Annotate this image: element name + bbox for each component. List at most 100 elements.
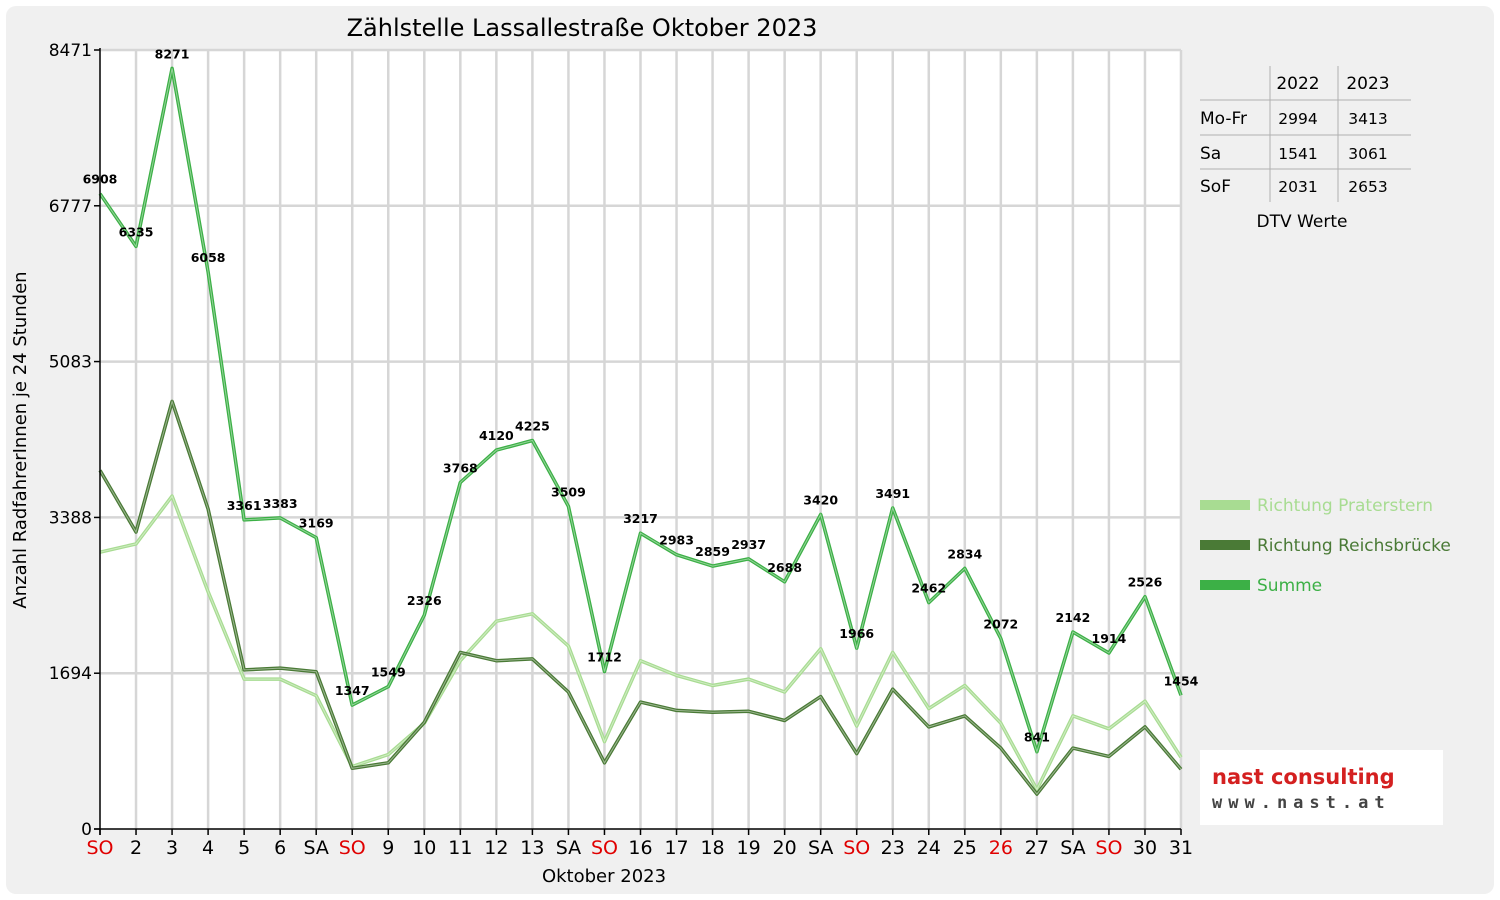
x-tick-label: 9 [382, 837, 394, 859]
y-axis-title: Anzahl RadfahrerInnen je 24 Stunden [10, 271, 31, 608]
data-label: 6335 [119, 224, 154, 239]
x-tick-label: 10 [412, 837, 436, 859]
x-tick-label: SA [556, 837, 581, 859]
data-label: 2983 [659, 533, 694, 548]
legend-label: Richtung Reichsbrücke [1257, 536, 1451, 556]
x-axis-title: Oktober 2023 [542, 866, 666, 887]
x-tick-label: 16 [628, 837, 652, 859]
legend-label: Richtung Praterstern [1257, 496, 1433, 516]
legend-label: Summe [1257, 576, 1322, 596]
data-label: 2526 [1128, 575, 1163, 590]
x-tick-label: 23 [881, 837, 905, 859]
x-tick-label: SO [1095, 837, 1122, 859]
y-tick-label: 0 [81, 820, 92, 840]
x-tick-labels: SO 2 3 4 5 6 SA SO 9 10 11 12 13 SA SO 16 17 18 19 20 SA SO 23… [86, 837, 1193, 859]
data-label: 3768 [443, 460, 478, 475]
dtv-value: 1541 [1278, 145, 1317, 163]
x-tick-label: 6 [274, 837, 286, 859]
y-tick-label: 5083 [49, 353, 92, 373]
x-tick-label: 18 [700, 837, 724, 859]
dtv-row-label: Sa [1200, 144, 1221, 164]
chart-title: Zählstelle Lassallestraße Oktober 2023 [347, 14, 818, 42]
dtv-table: 2022 2023 Mo-Fr 2994 3413 Sa 1541 3061 S… [1200, 66, 1411, 232]
data-label: 8271 [155, 46, 190, 61]
legend-swatch [1200, 580, 1250, 590]
dtv-header-2022: 2022 [1276, 74, 1319, 94]
dtv-value: 2031 [1278, 178, 1317, 196]
data-label: 1347 [335, 683, 370, 698]
x-tick-label: 20 [773, 837, 797, 859]
data-label: 1712 [587, 650, 622, 665]
data-label: 6908 [83, 172, 118, 187]
x-tick-label: 26 [989, 837, 1013, 859]
grid [100, 48, 1183, 829]
data-label: 1549 [371, 665, 406, 680]
series-line-highlight-0 [99, 495, 1182, 791]
data-label: 3383 [263, 496, 298, 511]
x-tick-label: 27 [1025, 837, 1049, 859]
x-tick-label: SA [1060, 837, 1085, 859]
data-label: 2859 [695, 544, 730, 559]
x-tick-label: SO [86, 837, 113, 859]
dtv-value: 2653 [1348, 178, 1387, 196]
x-tick-label: SO [339, 837, 366, 859]
data-label: 4225 [515, 418, 550, 433]
series-line-highlight-1 [99, 399, 1182, 795]
series-line-2 [98, 66, 1183, 754]
x-tick-label: 25 [953, 837, 977, 859]
data-label: 2072 [983, 616, 1018, 631]
x-tick-label: 2 [130, 837, 142, 859]
data-label: 1914 [1092, 631, 1127, 646]
x-tick-label: 24 [917, 837, 941, 859]
dtv-value: 2994 [1278, 110, 1317, 128]
dtv-value: 3061 [1348, 145, 1387, 163]
data-label: 2834 [947, 546, 982, 561]
x-tick-label: 3 [166, 837, 178, 859]
logo-brand: nast consulting [1212, 765, 1395, 789]
data-label: 6058 [191, 250, 226, 265]
series-lines [98, 66, 1183, 796]
data-label: 3509 [551, 484, 586, 499]
x-tick-label: 19 [737, 837, 761, 859]
x-tick-label: 5 [238, 837, 250, 859]
data-label: 1454 [1164, 673, 1199, 688]
data-label: 3420 [803, 492, 838, 507]
legend-swatch [1200, 500, 1250, 510]
logo-url: www.nast.at [1212, 793, 1391, 813]
y-tick-label: 1694 [49, 664, 92, 684]
y-tick-label: 8471 [49, 41, 92, 61]
x-tick-label: 11 [448, 837, 472, 859]
data-label: 2937 [731, 537, 766, 552]
data-label: 841 [1024, 730, 1050, 745]
data-label: 3361 [227, 498, 262, 513]
x-tick-label: SO [591, 837, 618, 859]
x-tick-label: 31 [1169, 837, 1193, 859]
series-line-highlight-2 [99, 68, 1182, 754]
data-label: 3491 [875, 486, 910, 501]
data-label: 2462 [911, 581, 946, 596]
data-label: 2326 [407, 593, 442, 608]
y-tick-label: 6777 [49, 197, 92, 217]
dtv-row-label: SoF [1200, 177, 1231, 197]
x-tick-label: 12 [484, 837, 508, 859]
data-label: 2688 [767, 560, 802, 575]
data-label: 3217 [623, 511, 658, 526]
logo: nast consulting www.nast.at [1200, 750, 1443, 825]
data-label: 4120 [479, 428, 514, 443]
x-tick-label: 13 [520, 837, 544, 859]
y-tick-label: 3388 [49, 508, 92, 528]
y-tick-labels: 0 1694 3388 5083 6777 8471 [49, 41, 92, 840]
x-tick-label: 17 [664, 837, 688, 859]
x-tick-label: SO [843, 837, 870, 859]
x-tick-label: 4 [202, 837, 214, 859]
dtv-caption: DTV Werte [1257, 212, 1348, 232]
legend-swatch [1200, 540, 1250, 550]
data-label: 1966 [839, 626, 874, 641]
legend: Richtung Praterstern Richtung Reichsbrück… [1200, 496, 1451, 596]
x-tick-label: SA [808, 837, 833, 859]
series-line-0 [99, 494, 1183, 792]
series-line-1 [98, 399, 1183, 796]
x-tick-label: SA [303, 837, 328, 859]
